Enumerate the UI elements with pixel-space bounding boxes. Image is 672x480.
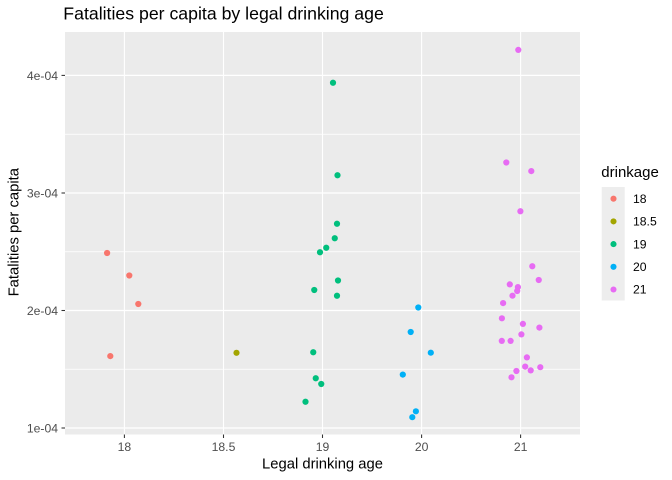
svg-text:drinkage: drinkage [601,164,659,181]
svg-text:18.5: 18.5 [212,440,236,454]
svg-text:21: 21 [633,283,647,297]
svg-text:2e-04: 2e-04 [27,304,58,318]
svg-text:18.5: 18.5 [633,215,657,229]
svg-text:Fatalities per capita: Fatalities per capita [6,167,22,296]
svg-text:19: 19 [316,440,330,454]
svg-text:1e-04: 1e-04 [27,422,58,436]
svg-text:20: 20 [633,260,647,274]
svg-text:Fatalities per capita by legal: Fatalities per capita by legal drinking … [63,4,384,24]
svg-text:18: 18 [633,192,647,206]
svg-text:4e-04: 4e-04 [27,69,58,83]
svg-text:20: 20 [415,440,429,454]
svg-text:19: 19 [633,237,647,251]
svg-text:18: 18 [118,440,132,454]
svg-text:21: 21 [514,440,528,454]
svg-text:Legal drinking age: Legal drinking age [262,457,383,473]
svg-text:3e-04: 3e-04 [27,187,58,201]
